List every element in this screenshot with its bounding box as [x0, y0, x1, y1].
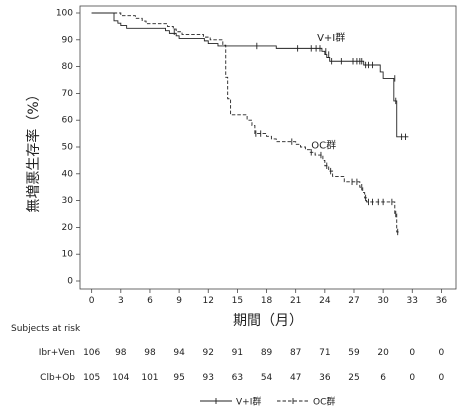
x-tick-label: 6: [147, 296, 153, 306]
risk-cell: 47: [290, 373, 301, 383]
plot-frame: [79, 5, 457, 290]
risk-cell: 25: [348, 373, 359, 383]
y-tick-label: 90: [62, 35, 74, 45]
series-annotation: V+I群: [317, 31, 345, 44]
x-tick-label: 18: [261, 296, 273, 306]
series-annotation: OC群: [311, 138, 336, 151]
risk-cell: 20: [377, 348, 389, 358]
x-tick-label: 3: [118, 296, 124, 306]
x-tick-label: 27: [348, 296, 359, 306]
y-tick-label: 0: [67, 277, 73, 287]
y-tick-label: 10: [62, 250, 74, 260]
risk-cell: 91: [232, 348, 243, 358]
risk-table: Ibr+Ven 106 98 98 94 92 91 89 87 71 59 20 0 0 Clb+Ob 10…: [39, 348, 445, 383]
y-axis-ticks: 0 10 20 30 40 50 60 70 80 90 100: [56, 9, 80, 287]
risk-cell: 93: [203, 373, 214, 383]
series-line-0: [91, 12, 409, 138]
risk-cell: 106: [83, 348, 100, 358]
risk-row-label: Clb+Ob: [40, 373, 75, 383]
risk-cell: 94: [173, 348, 185, 358]
y-tick-label: 60: [62, 116, 74, 126]
x-tick-label: 33: [407, 296, 418, 306]
legend-label-1: OC群: [313, 396, 335, 408]
legend-label-0: V+I群: [236, 396, 261, 408]
x-tick-label: 0: [89, 296, 95, 306]
risk-table-header: Subjects at risk: [11, 324, 81, 334]
y-tick-label: 50: [62, 143, 74, 153]
x-tick-label: 30: [377, 296, 389, 306]
x-tick-label: 24: [319, 296, 331, 306]
risk-cell: 54: [261, 373, 273, 383]
annotation-layer: V+I群 OC群: [311, 31, 345, 151]
x-tick-label: 21: [290, 296, 301, 306]
risk-cell: 95: [173, 373, 184, 383]
x-tick-label: 12: [203, 296, 214, 306]
y-tick-label: 80: [62, 62, 74, 72]
risk-cell: 89: [261, 348, 273, 358]
risk-cell: 0: [439, 348, 445, 358]
y-tick-label: 40: [62, 169, 74, 179]
risk-cell: 104: [112, 373, 129, 383]
x-tick-label: 9: [176, 296, 182, 306]
y-axis-label: 無増悪生存率（%）: [25, 87, 42, 212]
risk-cell: 0: [409, 348, 415, 358]
risk-cell: 71: [319, 348, 330, 358]
risk-cell: 101: [141, 373, 158, 383]
risk-cell: 63: [232, 373, 243, 383]
risk-cell: 105: [83, 373, 100, 383]
risk-cell: 87: [290, 348, 301, 358]
risk-cell: 92: [203, 348, 214, 358]
risk-cell: 0: [439, 373, 445, 383]
x-axis-ticks: 0 3 6 9 12 15 18 21 24 27 30 33 36: [89, 289, 448, 306]
risk-cell: 6: [380, 373, 386, 383]
risk-cell: 0: [409, 373, 415, 383]
risk-cell: 36: [319, 373, 331, 383]
x-tick-label: 36: [436, 296, 448, 306]
y-tick-label: 20: [62, 223, 74, 233]
legend: V+I群 OC群: [200, 396, 335, 408]
y-tick-label: 30: [62, 196, 74, 206]
risk-row-label: Ibr+Ven: [39, 348, 75, 358]
risk-cell: 59: [348, 348, 360, 358]
x-tick-label: 15: [232, 296, 243, 306]
series-layer: [91, 12, 409, 236]
y-tick-label: 100: [56, 9, 73, 19]
risk-cell: 98: [115, 348, 127, 358]
x-axis-label: 期間（月）: [233, 313, 303, 329]
risk-cell: 98: [144, 348, 156, 358]
y-tick-label: 70: [62, 89, 74, 99]
